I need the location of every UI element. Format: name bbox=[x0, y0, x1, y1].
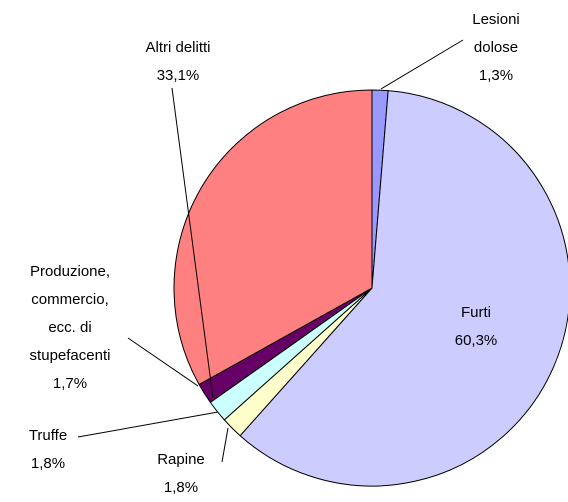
chart bbox=[77, 39, 568, 487]
leader-line bbox=[171, 87, 214, 399]
pie-slice bbox=[239, 90, 568, 487]
slice-label: Altri delitti 33,1% bbox=[145, 34, 210, 90]
category-name: Altri delitti bbox=[145, 39, 211, 56]
pie-slice bbox=[173, 89, 373, 386]
value-label: 1,8% bbox=[30, 455, 66, 472]
value-label: 60,3% bbox=[454, 332, 498, 349]
leader-line bbox=[221, 427, 229, 463]
leader-line bbox=[77, 411, 219, 438]
slice-label: Lesioni dolose 1,3% bbox=[472, 6, 520, 90]
leader-line bbox=[127, 337, 199, 387]
category-name: Rapine bbox=[157, 451, 205, 468]
category-name: Furti bbox=[460, 304, 491, 321]
value-label: 1,8% bbox=[163, 479, 199, 496]
slice-label: Furti 60,3% bbox=[455, 299, 498, 355]
category-name: Produzione, commercio, ecc. di stupeface… bbox=[29, 263, 111, 364]
category-name: Lesioni dolose bbox=[472, 11, 520, 56]
slice-label: Produzione, commercio, ecc. di stupeface… bbox=[30, 258, 111, 398]
leader-line bbox=[380, 39, 464, 90]
slice-label: Truffe 1,8% bbox=[29, 422, 67, 478]
value-label: 1,3% bbox=[478, 67, 514, 84]
value-label: 1,7% bbox=[52, 375, 88, 392]
page: {"chart_data": {"type": "pie", "categori… bbox=[28, 6, 568, 496]
slice-label: Rapine 1,8% bbox=[157, 446, 205, 502]
category-name: Truffe bbox=[28, 427, 68, 444]
value-label: 33,1% bbox=[156, 67, 200, 84]
